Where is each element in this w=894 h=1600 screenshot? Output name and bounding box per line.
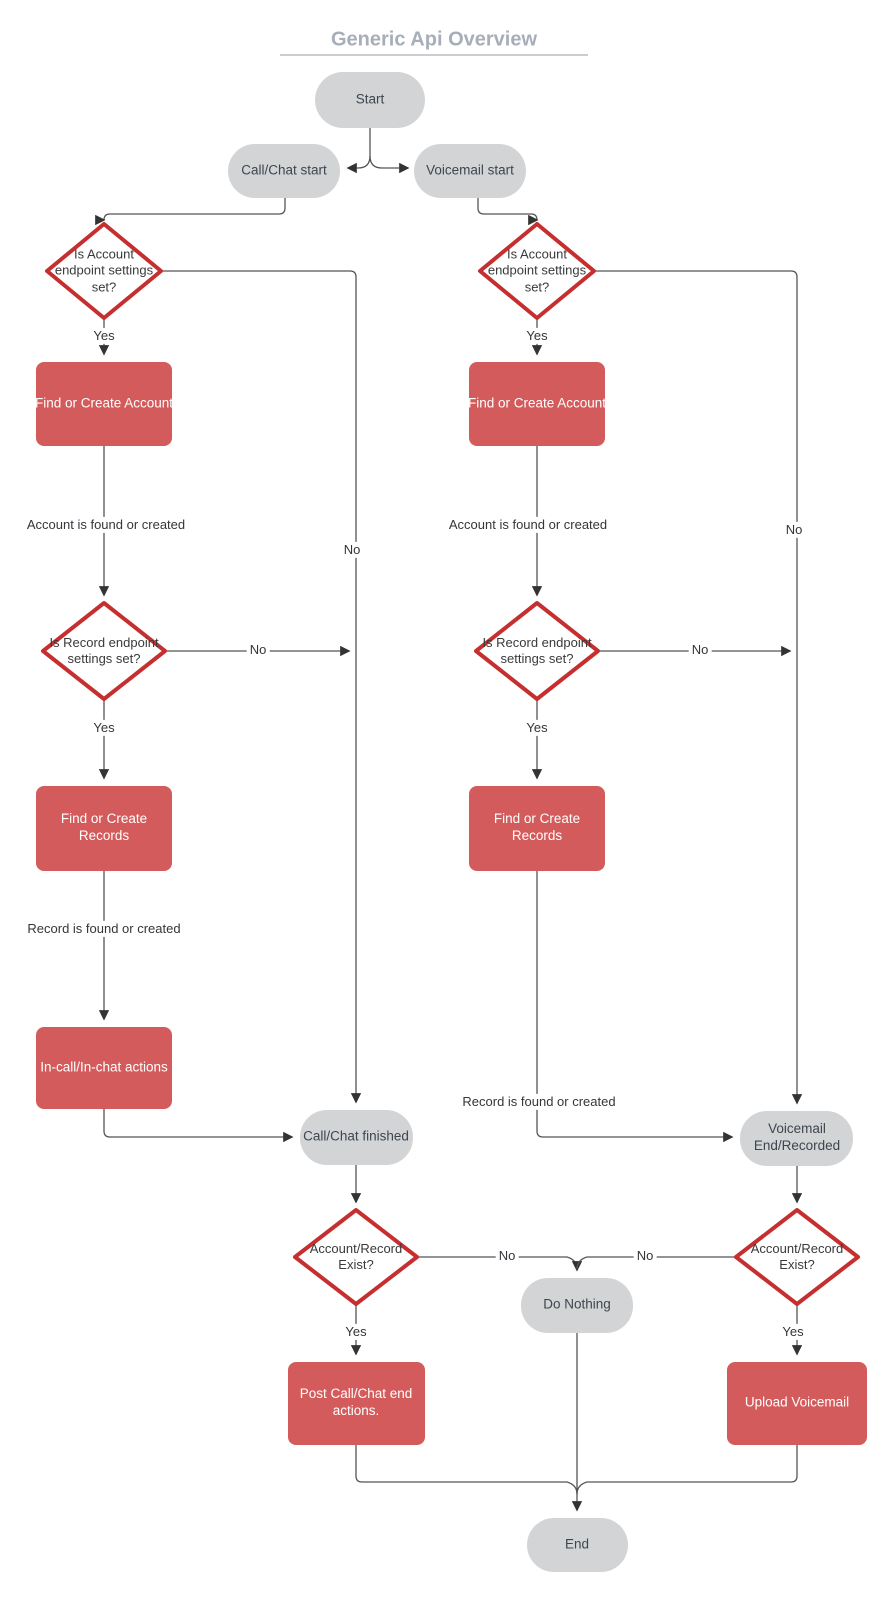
edge-isaccount-right-no [594,270,803,1105]
node-start-shape [315,72,425,128]
node-find-records-right-shape [469,786,605,871]
edge-label-no-vertical-left: No [340,541,364,559]
terminal-layer [228,72,853,1572]
edge-start-to-callchat [346,155,371,174]
decision-layer [41,222,860,1306]
node-post-actions-label: Post Call/Chat end actions. [299,1386,413,1418]
node-exist-right-shape [734,1208,860,1306]
edge-record-found-right [536,871,734,1143]
edge-label-record-found-right: Record is found or created [459,1093,619,1111]
edge-label-no-vertical-right: No [782,521,806,539]
node-callchat-finished-label: Call/Chat finished [303,1128,409,1144]
node-is-account-right-label: Is Account endpoint settings set? [487,246,587,295]
edge-callchat-to-isaccount [98,198,286,222]
node-end-shape [527,1518,628,1572]
node-voicemail-end-label: Voicemail End/Recorded [753,1121,841,1153]
edge-label-yes-exist-right: Yes [779,1323,807,1341]
node-voicemail-end-shape [740,1111,853,1166]
node-find-records-left-label: Find or Create Records [60,811,148,843]
diagram-title: Generic Api Overview [330,28,538,51]
node-exist-right-label: Account/Record Exist? [750,1240,844,1272]
edge-exist-right-no [576,1256,736,1270]
edge-label-yes-account-right: Yes [523,327,551,345]
node-do-nothing-label: Do Nothing [543,1296,611,1312]
edge-upload-to-end [576,1445,798,1495]
edge-label-record-found-left: Record is found or created [24,920,184,938]
node-is-record-right-label: Is Record endpoint settings set? [482,634,592,666]
node-do-nothing-shape [521,1278,633,1333]
node-callchat-start-label: Call/Chat start [241,162,327,178]
node-voicemail-start-label: Voicemail start [426,162,514,178]
node-is-record-left-label: Is Record endpoint settings set? [49,634,159,666]
edge-label-no-exist-right: No [633,1247,657,1265]
node-voicemail-start-shape [414,144,526,198]
node-find-account-right-shape [469,362,605,446]
edge-label-yes-account-left: Yes [90,327,118,345]
process-layer [36,362,867,1445]
node-find-records-left-shape [36,786,172,871]
node-find-records-right-label: Find or Create Records [493,811,581,843]
node-upload-voicemail-label: Upload Voicemail [744,1394,850,1410]
node-exist-left-shape [293,1208,419,1306]
node-find-account-right-label: Find or Create Account [467,395,607,411]
node-is-account-left-label: Is Account endpoint settings set? [54,246,154,295]
edge-label-yes-record-left: Yes [90,719,118,737]
edge-label-no-record-left: No [246,641,270,659]
edge-layer [98,128,803,1512]
edge-label-account-found-left: Account is found or created [23,516,189,534]
node-callchat-finished-shape [300,1110,413,1165]
node-is-account-right-shape [478,222,596,320]
edge-label-yes-record-right: Yes [523,719,551,737]
node-find-account-left-label: Find or Create Account [34,395,174,411]
node-incall-actions-label: In-call/In-chat actions [40,1059,168,1075]
edge-label-account-found-right: Account is found or created [445,516,611,534]
edge-label-no-record-right: No [688,641,712,659]
node-start-label: Start [355,91,385,107]
node-find-account-left-shape [36,362,172,446]
edge-isaccount-left-no [161,270,362,1104]
node-incall-actions-shape [36,1027,172,1109]
edge-voicemail-to-isaccount [477,198,543,222]
edge-label-yes-exist-left: Yes [342,1323,370,1341]
edge-label-no-exist-left: No [495,1247,519,1265]
node-upload-voicemail-shape [727,1362,867,1445]
node-is-account-left-shape [45,222,163,320]
node-end-label: End [564,1536,590,1552]
node-post-actions-shape [288,1362,425,1445]
edge-start-to-voicemail [369,155,410,174]
node-exist-left-label: Account/Record Exist? [309,1240,403,1272]
node-callchat-start-shape [228,144,340,198]
node-is-record-left-shape [41,601,167,701]
edge-post-to-end [355,1445,578,1495]
node-is-record-right-shape [474,601,600,701]
edge-incall-to-finished [103,1109,294,1143]
